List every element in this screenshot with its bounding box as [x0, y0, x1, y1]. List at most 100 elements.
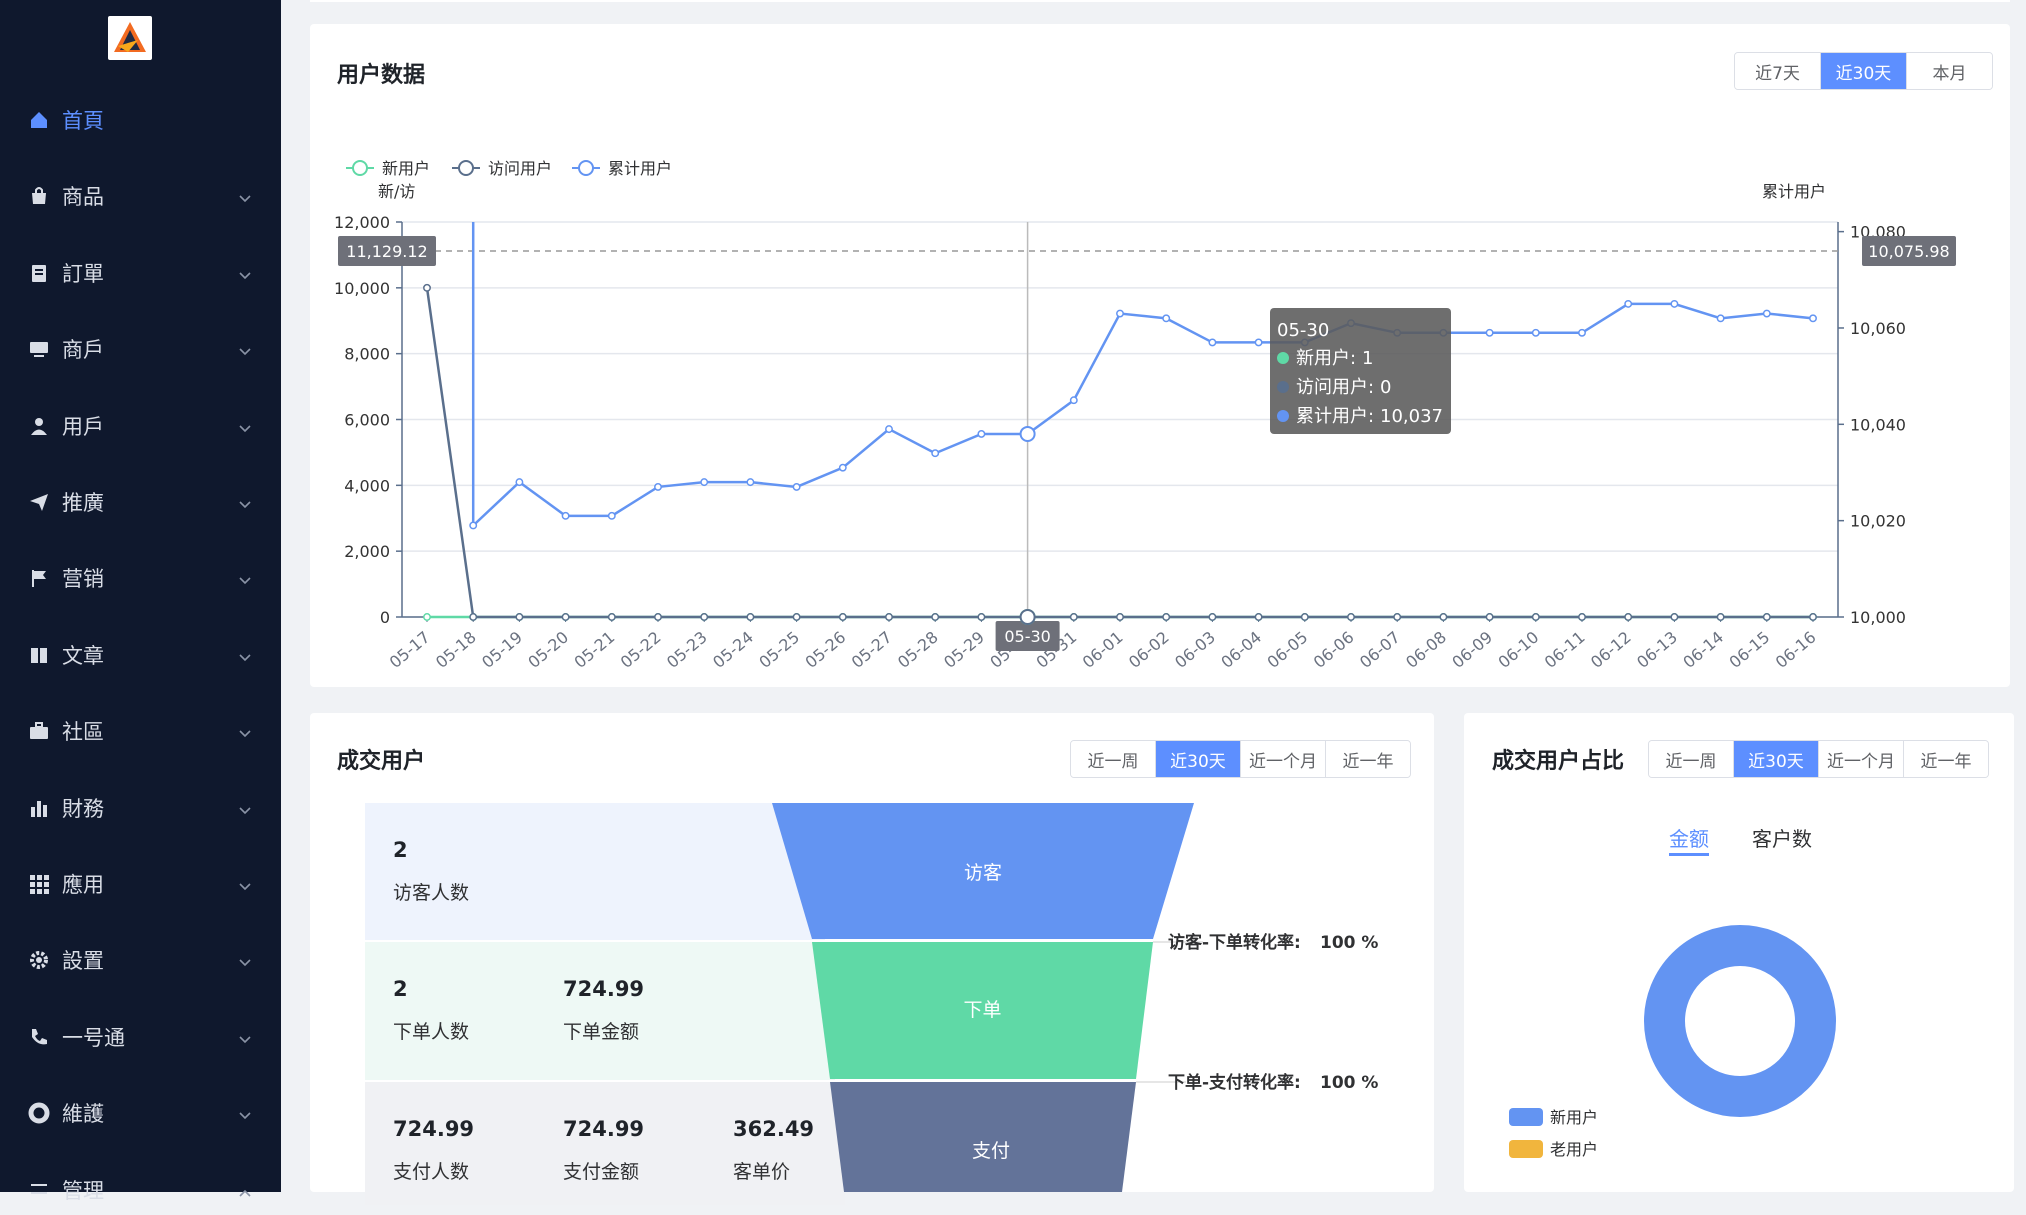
data-point[interactable] — [932, 614, 938, 620]
data-point[interactable] — [1625, 301, 1631, 307]
clipboard-icon — [28, 262, 50, 284]
data-point[interactable] — [424, 285, 430, 291]
data-point[interactable] — [1021, 427, 1035, 441]
legend-item[interactable]: 访问用户 — [452, 159, 552, 178]
data-point[interactable] — [1071, 397, 1077, 403]
sidebar-item-1[interactable]: 商品 — [0, 171, 281, 221]
data-point[interactable] — [701, 614, 707, 620]
data-point[interactable] — [562, 614, 568, 620]
data-point[interactable] — [886, 426, 892, 432]
data-point[interactable] — [1671, 614, 1677, 620]
data-point[interactable] — [609, 513, 615, 519]
data-point[interactable] — [655, 614, 661, 620]
data-point[interactable] — [1579, 330, 1585, 336]
x-tick-label: 05-26 — [802, 628, 850, 672]
chevron-down-icon — [238, 799, 252, 823]
sidebar-item-14[interactable]: 管理 — [0, 1165, 281, 1215]
data-point[interactable] — [1810, 614, 1816, 620]
sidebar-item-2[interactable]: 訂單 — [0, 248, 281, 298]
x-tick-label: 06-08 — [1402, 628, 1450, 672]
data-point[interactable] — [1209, 339, 1215, 345]
data-point[interactable] — [1717, 315, 1723, 321]
legend-item[interactable]: 新用户 — [346, 159, 430, 178]
data-point[interactable] — [1764, 614, 1770, 620]
data-point[interactable] — [1533, 614, 1539, 620]
data-point[interactable] — [1671, 301, 1677, 307]
data-point[interactable] — [840, 464, 846, 470]
deal-ratio-card: 成交用户占比 近一周近30天近一个月近一年 金额客户数 新用户老用户 — [1464, 713, 2014, 1192]
data-point[interactable] — [747, 614, 753, 620]
data-point[interactable] — [1255, 614, 1261, 620]
funnel-stage-2[interactable] — [830, 1082, 1136, 1192]
data-point[interactable] — [1071, 614, 1077, 620]
sidebar-item-9[interactable]: 財務 — [0, 783, 281, 833]
data-point[interactable] — [747, 479, 753, 485]
data-point[interactable] — [1440, 614, 1446, 620]
data-point[interactable] — [793, 484, 799, 490]
data-point[interactable] — [562, 513, 568, 519]
y-left-axis-label: 新/访 — [378, 182, 415, 201]
chevron-down-icon — [238, 951, 252, 975]
sidebar-item-4[interactable]: 用戶 — [0, 401, 281, 451]
range-option[interactable]: 近7天 — [1735, 53, 1821, 89]
data-point[interactable] — [1348, 614, 1354, 620]
data-point[interactable] — [470, 522, 476, 528]
data-point[interactable] — [655, 484, 661, 490]
data-point[interactable] — [1117, 310, 1123, 316]
data-point[interactable] — [516, 479, 522, 485]
data-point[interactable] — [1486, 614, 1492, 620]
book-icon — [28, 644, 50, 666]
data-point[interactable] — [609, 614, 615, 620]
sidebar-item-11[interactable]: 設置 — [0, 935, 281, 985]
sidebar-item-12[interactable]: 一号通 — [0, 1012, 281, 1062]
data-point[interactable] — [793, 614, 799, 620]
data-point[interactable] — [424, 614, 430, 620]
app-logo[interactable] — [108, 16, 152, 60]
home-icon — [28, 109, 50, 131]
data-point[interactable] — [1255, 339, 1261, 345]
data-point[interactable] — [1810, 315, 1816, 321]
data-point[interactable] — [1533, 330, 1539, 336]
data-point[interactable] — [1021, 610, 1035, 624]
data-point[interactable] — [516, 614, 522, 620]
data-point[interactable] — [1764, 310, 1770, 316]
user-icon — [28, 415, 50, 437]
x-tick-label: 05-22 — [617, 628, 665, 672]
data-point[interactable] — [1302, 614, 1308, 620]
sidebar-item-0[interactable]: 首頁 — [0, 95, 281, 145]
data-point[interactable] — [1625, 614, 1631, 620]
sidebar-item-5[interactable]: 推廣 — [0, 477, 281, 527]
data-point[interactable] — [978, 614, 984, 620]
data-point[interactable] — [1394, 614, 1400, 620]
data-point[interactable] — [840, 614, 846, 620]
data-point[interactable] — [701, 479, 707, 485]
sidebar-item-7[interactable]: 文章 — [0, 630, 281, 680]
data-point[interactable] — [1209, 614, 1215, 620]
data-point[interactable] — [1717, 614, 1723, 620]
legend-label: 累计用户 — [608, 159, 672, 178]
x-tick-label: 05-17 — [386, 628, 434, 672]
tooltip-marker — [1277, 410, 1289, 422]
tooltip-row-colon: : — [1368, 406, 1374, 427]
data-point[interactable] — [470, 614, 476, 620]
data-point[interactable] — [1117, 614, 1123, 620]
data-point[interactable] — [1163, 315, 1169, 321]
data-point[interactable] — [978, 431, 984, 437]
sidebar-item-6[interactable]: 营销 — [0, 553, 281, 603]
logo-icon — [108, 16, 152, 60]
sidebar-item-3[interactable]: 商戶 — [0, 324, 281, 374]
data-point[interactable] — [886, 614, 892, 620]
data-point[interactable] — [1579, 614, 1585, 620]
data-point[interactable] — [1163, 614, 1169, 620]
chevron-down-icon — [238, 340, 252, 364]
sidebar-item-13[interactable]: 維護 — [0, 1088, 281, 1138]
data-point[interactable] — [1486, 330, 1492, 336]
data-point[interactable] — [932, 450, 938, 456]
range-option[interactable]: 近30天 — [1821, 53, 1907, 89]
sidebar-item-8[interactable]: 社區 — [0, 706, 281, 756]
range-option[interactable]: 本月 — [1907, 53, 1992, 89]
sidebar-item-10[interactable]: 應用 — [0, 859, 281, 909]
legend-item[interactable]: 累计用户 — [572, 159, 672, 178]
donut-slice-0[interactable] — [1665, 946, 1816, 1097]
sidebar-item-label: 社區 — [62, 716, 104, 746]
